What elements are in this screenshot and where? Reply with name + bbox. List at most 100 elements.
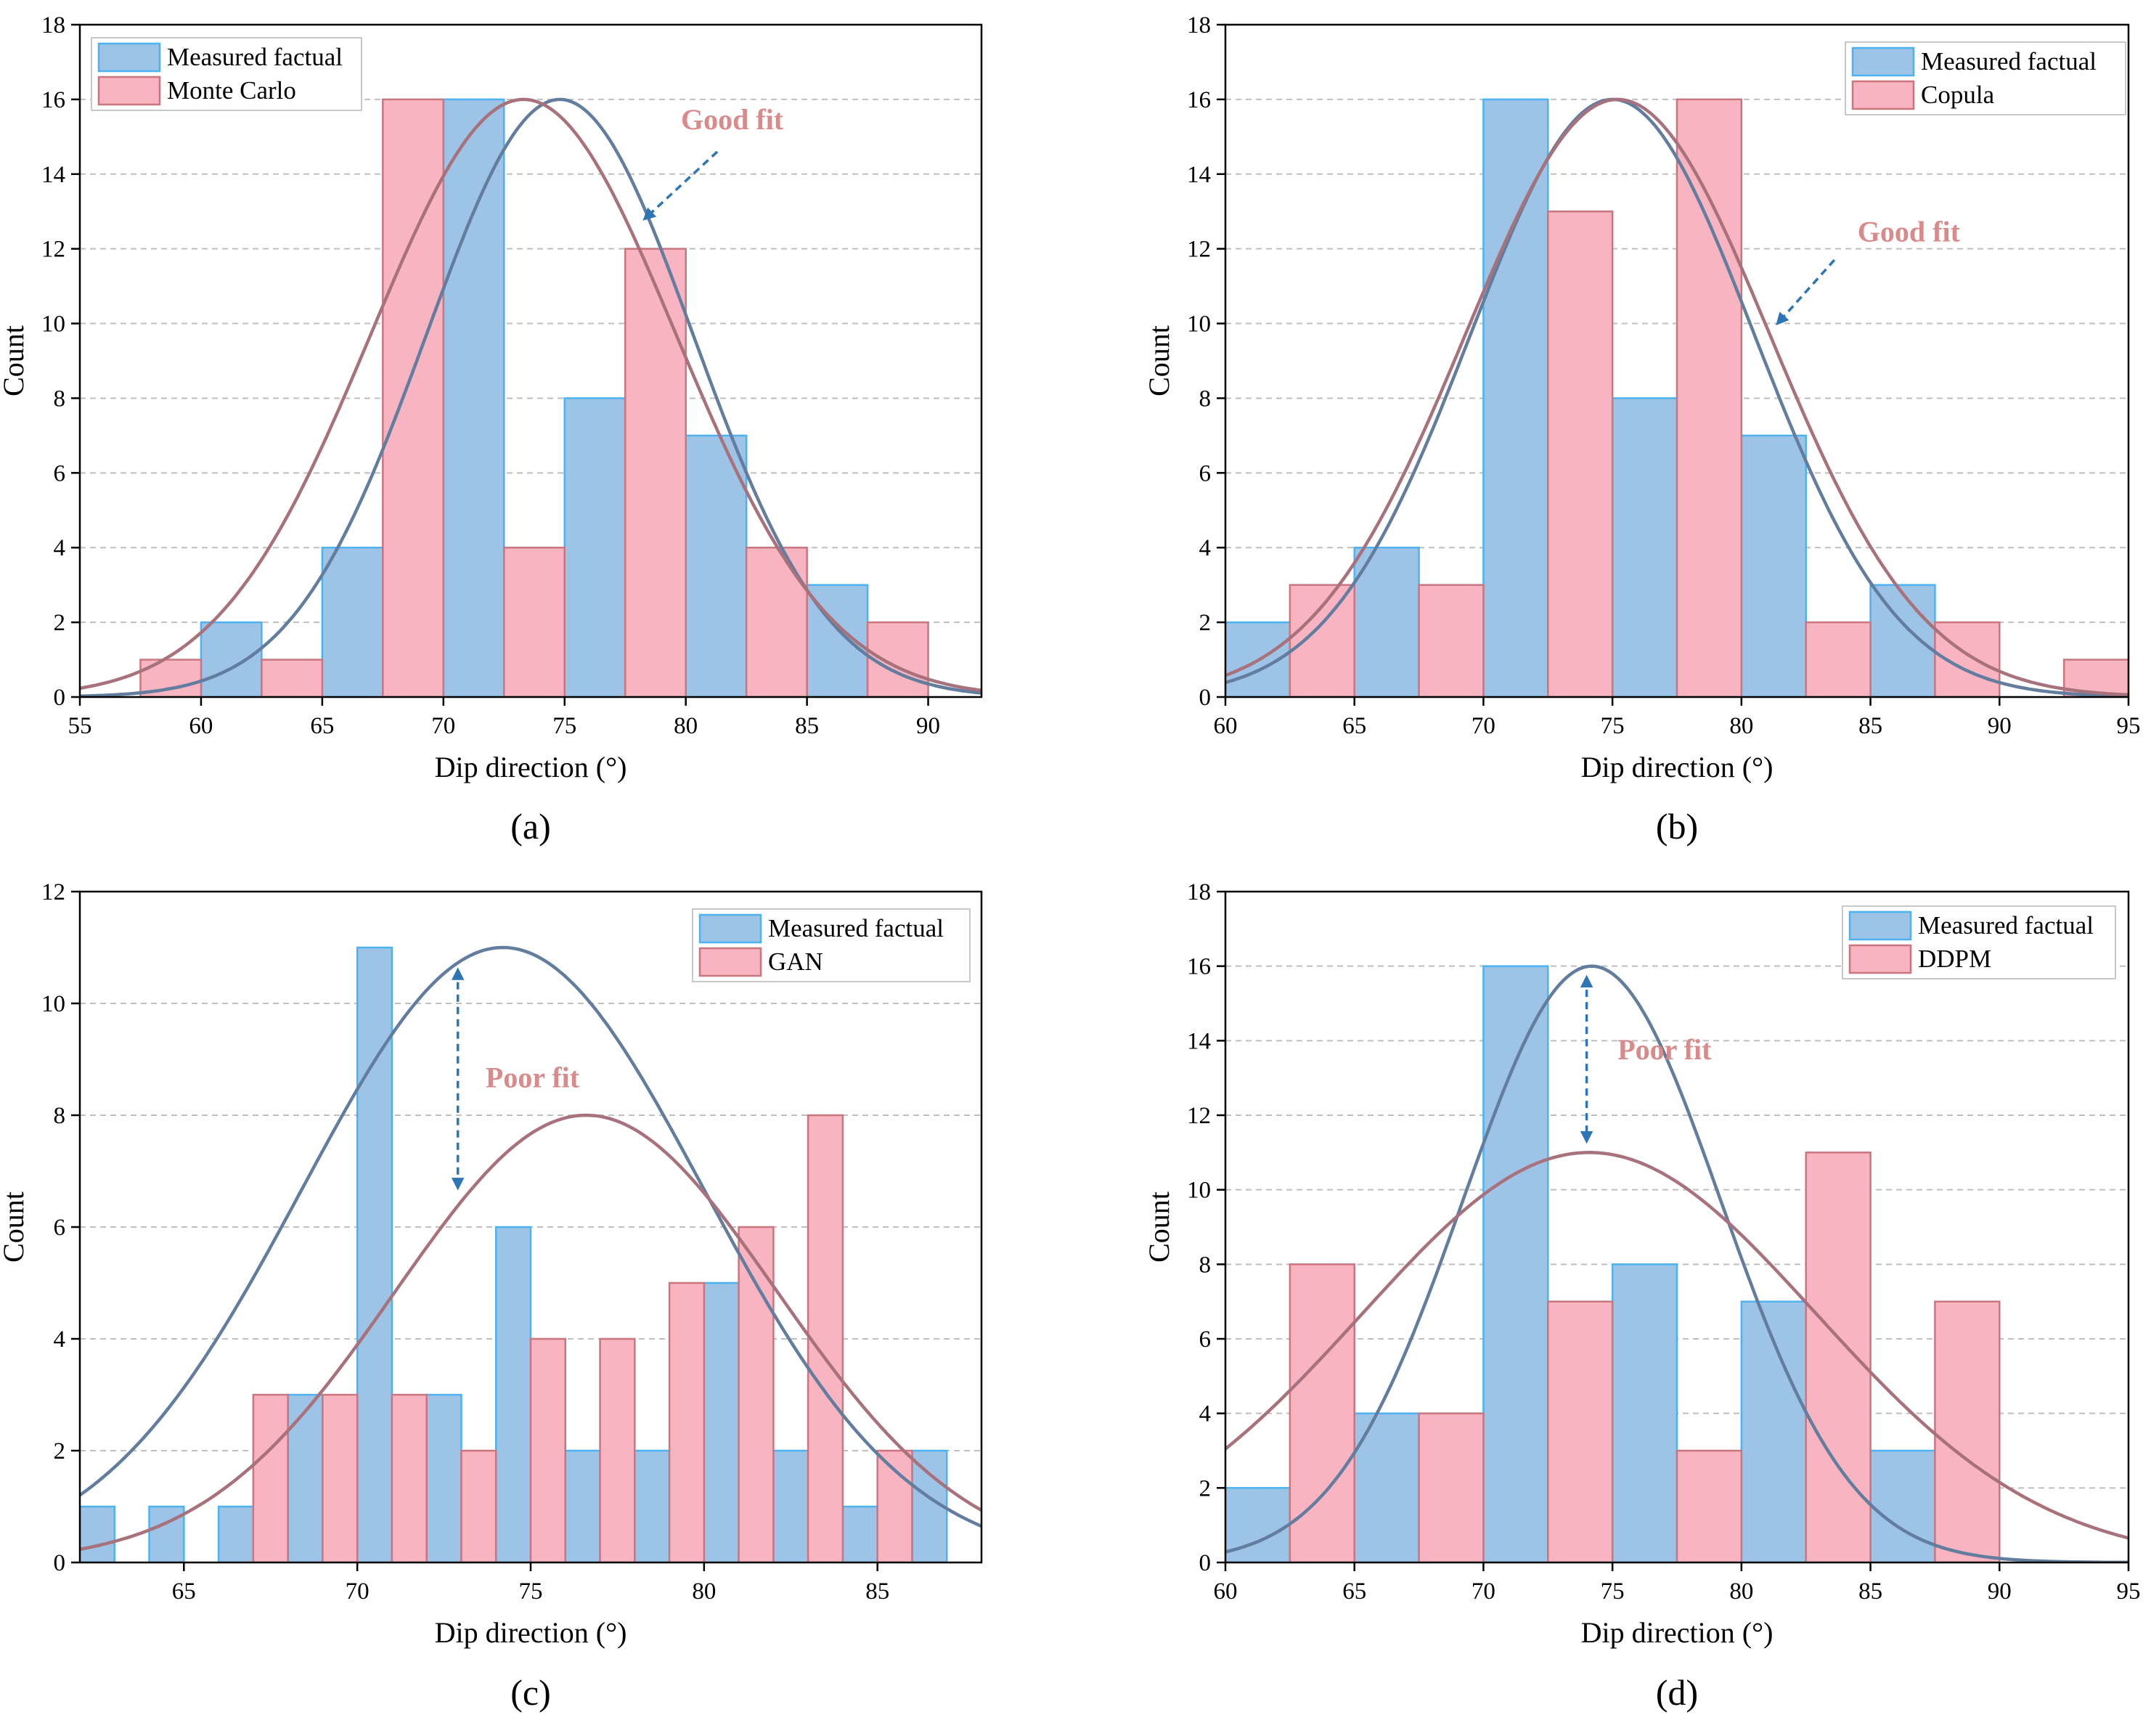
panel-c: 65 70 75 80 85 0 2 4 6 8 10 12 Dip direction (°) Coun…	[0, 879, 983, 1713]
measured-bar	[148, 1505, 185, 1562]
plot-area	[80, 945, 981, 1562]
x-tick-label: 95	[2117, 1578, 2141, 1605]
measured-fit-curve	[1225, 964, 2128, 1562]
y-tick-label: 2	[54, 1438, 66, 1464]
y-axis-title: Count	[0, 325, 30, 396]
simulated-bar	[866, 621, 929, 697]
simulated-bar	[503, 546, 566, 697]
y-tick-label: 16	[1187, 954, 1211, 980]
axes-frame	[78, 23, 983, 698]
simulated-bar	[529, 1337, 567, 1562]
simulated-fit-curve	[1225, 97, 2128, 697]
measured-bar	[494, 1226, 532, 1562]
simulated-bar	[1934, 1300, 2001, 1562]
plot-area	[80, 97, 981, 697]
plot-area	[1225, 964, 2128, 1562]
x-tick-label: 80	[1729, 713, 1753, 739]
x-tick-label: 60	[189, 713, 213, 739]
simulated-bar	[876, 1449, 913, 1562]
x-tick-label: 85	[1858, 713, 1882, 739]
measured-fit-curve	[80, 945, 981, 1528]
legend: Measured factual DDPM	[1842, 905, 2116, 979]
legend-label: DDPM	[1918, 945, 1991, 973]
simulated-bar	[599, 1337, 636, 1562]
y-tick-label: 12	[1187, 1103, 1211, 1129]
measured-fit-curve	[80, 97, 981, 697]
y-tick-label: 6	[54, 1215, 66, 1241]
x-axis-title: Dip direction (°)	[1581, 1616, 1774, 1649]
panel-caption: (b)	[1656, 806, 1698, 847]
simulated-bar	[382, 98, 445, 697]
measured-bar	[200, 621, 263, 697]
y-tick-label: 12	[41, 879, 65, 905]
x-axis-title: Dip direction (°)	[1581, 751, 1774, 783]
measured-bar	[442, 98, 505, 697]
y-tick-label: 2	[1199, 610, 1212, 636]
x-tick-label: 75	[552, 713, 576, 739]
x-tick-label: 75	[519, 1578, 543, 1605]
y-tick-label: 6	[54, 460, 66, 486]
simulated-bar	[668, 1281, 706, 1562]
x-tick-label: 75	[1601, 713, 1625, 739]
simulated-bar	[322, 1393, 359, 1562]
panel-caption: (c)	[510, 1672, 551, 1713]
x-tick-label: 70	[1472, 1578, 1495, 1605]
simulated-bar	[252, 1393, 289, 1562]
legend-label: Measured factual	[768, 914, 944, 942]
legend-label: Measured factual	[167, 43, 343, 71]
legend-label: GAN	[768, 948, 823, 976]
legend-label: Measured factual	[1921, 47, 2097, 76]
simulated-bar	[1547, 1300, 1614, 1562]
x-tick-label: 80	[692, 1578, 716, 1605]
annotation-label: Poor fit	[486, 1061, 580, 1094]
x-tick-label: 80	[674, 713, 698, 739]
simulated-bar	[1805, 621, 1872, 697]
measured-bar	[1482, 98, 1549, 697]
y-tick-label: 4	[1199, 1401, 1212, 1427]
y-tick-label: 0	[1199, 685, 1212, 711]
y-tick-label: 0	[54, 685, 66, 711]
y-tick-label: 0	[54, 1550, 66, 1576]
x-tick-label: 75	[1601, 1578, 1625, 1605]
measured-bar	[1225, 1487, 1291, 1562]
y-tick-label: 6	[1199, 460, 1212, 486]
measured-bar	[1740, 434, 1807, 697]
y-tick-label: 18	[1187, 879, 1211, 905]
y-tick-label: 16	[41, 87, 65, 113]
plot-area	[1225, 97, 2128, 697]
y-tick-label: 18	[1187, 12, 1211, 38]
legend-label: Monte Carlo	[167, 76, 296, 105]
axes-frame	[1224, 23, 2130, 698]
y-tick-label: 8	[54, 386, 66, 412]
x-tick-label: 65	[172, 1578, 196, 1605]
y-axis-title: Count	[1143, 1191, 1175, 1263]
y-tick-label: 12	[41, 237, 65, 263]
annotation-label: Poor fit	[1617, 1033, 1712, 1066]
measured-bar	[1869, 584, 1936, 697]
y-tick-label: 10	[41, 311, 65, 338]
x-tick-label: 90	[1988, 1578, 2012, 1605]
legend-swatch-measured	[698, 913, 762, 944]
legend-swatch-simulated	[1848, 944, 1912, 974]
measured-bar	[564, 1449, 601, 1562]
y-tick-label: 10	[1187, 1178, 1211, 1204]
y-tick-label: 2	[54, 610, 66, 636]
y-tick-label: 2	[1199, 1475, 1212, 1501]
measured-bar	[356, 946, 393, 1562]
annotation-label: Good fit	[1858, 215, 1961, 248]
measured-bar	[321, 546, 384, 697]
y-tick-label: 4	[54, 1327, 66, 1353]
simulated-bar	[1418, 584, 1485, 697]
legend: Measured factual Monte Carlo	[91, 37, 362, 111]
x-tick-label: 85	[795, 713, 819, 739]
y-tick-label: 10	[1187, 311, 1211, 338]
measured-bar	[703, 1281, 740, 1562]
x-tick-label: 85	[865, 1578, 889, 1605]
axes-frame	[1224, 890, 2130, 1564]
legend-label: Copula	[1921, 81, 1995, 109]
x-tick-label: 70	[1472, 713, 1495, 739]
simulated-bar	[624, 248, 687, 697]
x-tick-label: 80	[1729, 1578, 1753, 1605]
simulated-fit-curve	[80, 97, 981, 693]
